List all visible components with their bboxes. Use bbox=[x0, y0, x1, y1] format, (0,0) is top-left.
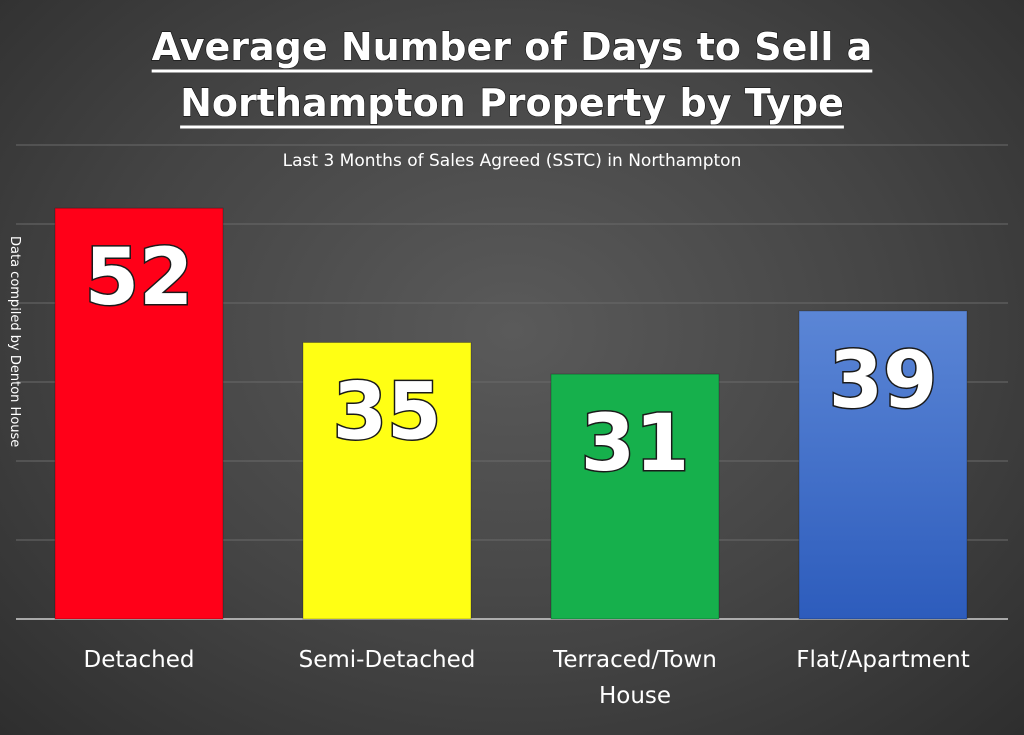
chart-title-line-2: Northampton Property by Type bbox=[180, 81, 844, 125]
category-label: Flat/Apartment bbox=[796, 647, 970, 673]
category-label: Semi-Detached bbox=[299, 647, 476, 673]
data-label: 31 bbox=[581, 399, 690, 489]
bar bbox=[54, 207, 224, 620]
data-label: 52 bbox=[85, 233, 194, 323]
bars bbox=[54, 207, 968, 620]
data-label: 35 bbox=[333, 368, 442, 458]
chart-title-line-1: Average Number of Days to Sell a bbox=[152, 25, 873, 69]
category-label: Terraced/Town House bbox=[552, 647, 717, 709]
category-label: Detached bbox=[84, 647, 195, 673]
chart-subtitle: Last 3 Months of Sales Agreed (SSTC) in … bbox=[283, 151, 742, 171]
bar bbox=[550, 373, 720, 620]
data-source-note: Data compiled by Denton House bbox=[7, 236, 22, 447]
chart-title: Average Number of Days to Sell a Northam… bbox=[151, 24, 873, 129]
bar bbox=[302, 342, 472, 620]
bar bbox=[798, 310, 968, 620]
labels: 52 Detached 35 Semi-Detached 31 Terraced/Town… bbox=[83, 232, 970, 709]
data-label: 39 bbox=[829, 336, 938, 426]
